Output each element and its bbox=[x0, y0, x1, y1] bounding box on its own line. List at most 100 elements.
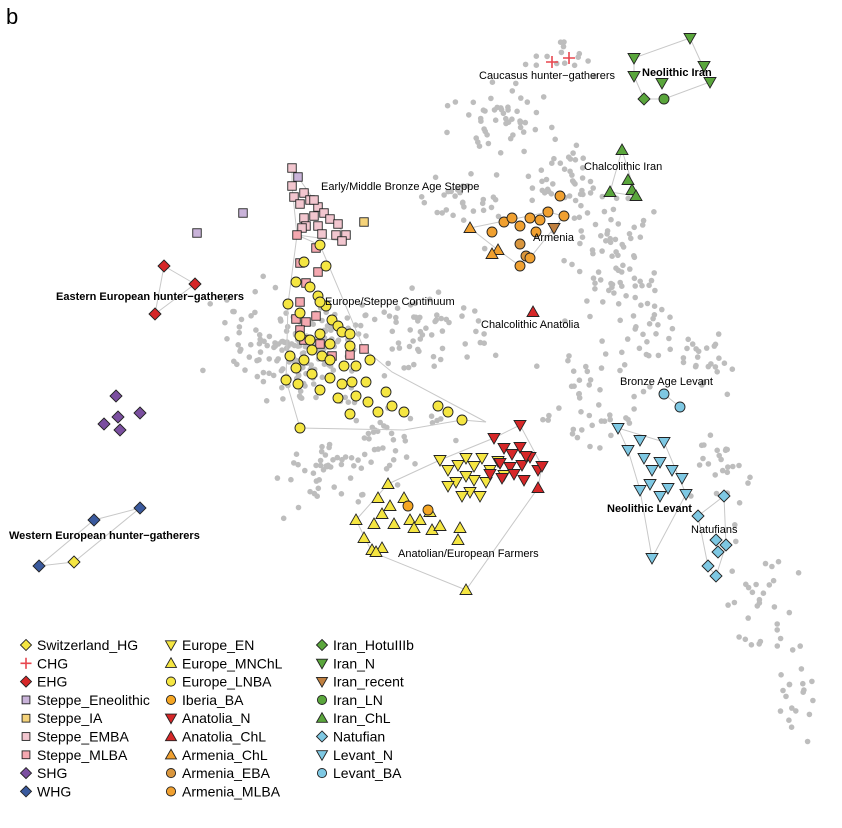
background-point bbox=[248, 341, 254, 348]
background-point bbox=[295, 504, 302, 511]
background-point bbox=[801, 687, 807, 693]
point-europe-en bbox=[459, 471, 473, 483]
background-point bbox=[617, 317, 623, 324]
background-point bbox=[489, 79, 496, 85]
series-europe-lnba bbox=[280, 239, 468, 434]
point-europe-mnchl bbox=[375, 507, 389, 519]
background-point bbox=[470, 208, 477, 214]
background-point bbox=[480, 107, 487, 113]
legend-marker-steppe-mlba bbox=[21, 750, 31, 760]
point-europe-mnchl bbox=[413, 513, 427, 525]
point-europe-lnba bbox=[304, 281, 316, 293]
point-europe-lnba bbox=[294, 307, 306, 319]
legend-marker-europe-lnba bbox=[165, 676, 177, 687]
background-point bbox=[235, 342, 241, 348]
point-steppe-emba bbox=[333, 219, 343, 229]
point-steppe-eneolithic bbox=[238, 208, 248, 218]
background-point bbox=[260, 369, 267, 376]
background-point bbox=[606, 287, 612, 294]
background-point bbox=[320, 467, 327, 473]
background-point bbox=[291, 460, 297, 466]
background-point bbox=[644, 300, 651, 307]
background-point bbox=[428, 413, 435, 420]
point-whg bbox=[87, 513, 101, 527]
legend-label-iran-chl: Iran_ChL bbox=[333, 710, 391, 726]
background-point bbox=[302, 467, 308, 474]
background-point bbox=[540, 416, 546, 423]
legend-marker-armenia-mlba bbox=[165, 786, 177, 797]
point-levant-n bbox=[645, 465, 659, 477]
point-levant-n bbox=[653, 457, 667, 469]
legend-marker-ehg bbox=[19, 675, 33, 688]
legend-item-chg: CHG bbox=[20, 655, 68, 671]
background-point bbox=[577, 240, 583, 247]
background-point bbox=[597, 445, 603, 451]
background-point bbox=[569, 261, 575, 268]
background-point bbox=[729, 366, 736, 373]
background-point bbox=[517, 124, 524, 131]
series-ehg bbox=[148, 259, 202, 321]
background-point bbox=[597, 277, 604, 283]
background-point bbox=[667, 346, 673, 353]
point-europe-mnchl bbox=[387, 517, 401, 529]
background-point bbox=[280, 396, 286, 402]
background-point bbox=[714, 447, 720, 454]
background-point bbox=[231, 358, 237, 365]
background-point bbox=[705, 461, 712, 467]
point-steppe-emba bbox=[287, 163, 297, 173]
background-point bbox=[480, 196, 487, 203]
background-point bbox=[200, 367, 206, 374]
background-point bbox=[293, 451, 300, 458]
background-point bbox=[565, 154, 572, 160]
legend-label-armenia-eba: Armenia_EBA bbox=[182, 765, 271, 781]
background-point bbox=[599, 338, 605, 344]
background-point bbox=[571, 215, 578, 221]
group-label-early-middle-bronze-age-steppe: Early/Middle Bronze Age Steppe bbox=[321, 181, 479, 193]
background-point bbox=[788, 724, 795, 730]
background-point bbox=[579, 427, 585, 433]
point-chg bbox=[546, 56, 558, 68]
background-point bbox=[402, 438, 409, 444]
background-point bbox=[386, 313, 393, 319]
background-point bbox=[330, 457, 336, 463]
background-point bbox=[766, 582, 773, 588]
background-point bbox=[680, 355, 687, 361]
point-europe-lnba bbox=[360, 376, 372, 388]
background-point bbox=[714, 369, 720, 375]
background-point bbox=[637, 278, 643, 285]
background-point bbox=[434, 209, 441, 216]
background-point bbox=[363, 333, 369, 339]
background-point bbox=[574, 434, 581, 441]
series-steppe-emba bbox=[287, 163, 351, 246]
background-point bbox=[529, 185, 536, 191]
background-point bbox=[610, 206, 617, 213]
background-point bbox=[452, 99, 459, 105]
point-europe-en bbox=[441, 465, 455, 477]
point-europe-en bbox=[451, 460, 465, 472]
background-point bbox=[590, 275, 597, 282]
point-ehg bbox=[148, 307, 162, 321]
legend-item-levant-n: Levant_N bbox=[315, 747, 393, 763]
background-point bbox=[317, 462, 324, 469]
point-europe-en bbox=[473, 491, 487, 503]
background-point bbox=[640, 331, 646, 338]
legend-marker-anatolia-chl bbox=[164, 730, 178, 742]
background-point bbox=[719, 467, 726, 474]
background-point bbox=[277, 316, 284, 322]
background-point bbox=[549, 124, 555, 131]
background-point bbox=[584, 210, 591, 216]
point-natufian bbox=[691, 509, 705, 523]
background-point bbox=[631, 275, 638, 282]
background-point bbox=[539, 178, 545, 185]
background-point bbox=[520, 129, 527, 135]
background-point bbox=[517, 119, 524, 126]
background-point bbox=[393, 319, 399, 326]
legend-item-iran-n: Iran_N bbox=[315, 655, 375, 671]
point-europe-lnba bbox=[350, 390, 362, 402]
legend-label-steppe-mlba: Steppe_MLBA bbox=[37, 747, 128, 763]
background-point bbox=[460, 305, 467, 311]
point-europe-mnchl bbox=[453, 521, 467, 533]
background-point bbox=[618, 269, 625, 275]
background-point bbox=[207, 301, 213, 307]
background-point bbox=[611, 290, 617, 296]
